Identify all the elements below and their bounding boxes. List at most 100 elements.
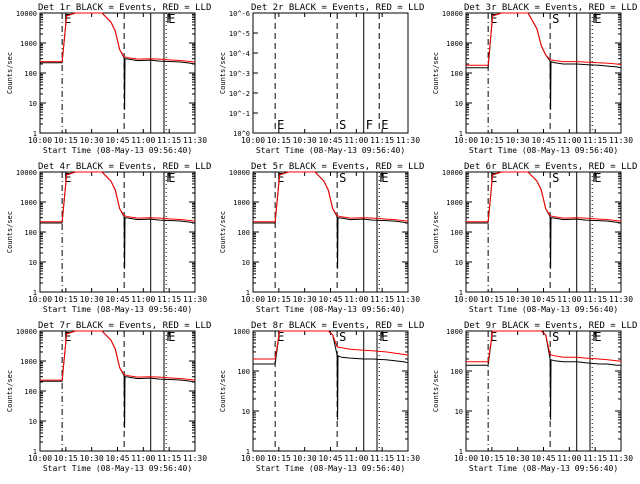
series-lld-line [466, 330, 622, 363]
x-tick-label: 11:00 [557, 136, 581, 145]
y-tick-label: 100 [237, 229, 250, 237]
y-tick-label: 100 [24, 70, 37, 78]
y-tick-label: 10000 [442, 10, 463, 18]
y-tick-label: 1 [459, 448, 463, 456]
y-axis-label: Counts/sec [432, 370, 440, 412]
x-tick-label: 11:15 [583, 454, 607, 463]
marker-label: E [168, 330, 175, 344]
y-tick-label: 10 [455, 259, 463, 267]
x-axis-label: Start Time (08-May-13 09:56:40) [469, 464, 618, 473]
x-tick-label: 11:30 [183, 454, 207, 463]
marker-label: S [339, 118, 346, 132]
x-axis-label: Start Time (08-May-13 09:56:40) [469, 146, 618, 155]
marker-label: E [490, 171, 497, 185]
x-tick-label: 10:00 [28, 136, 52, 145]
series-events-line [40, 330, 196, 428]
y-axis-label: Counts/sec [6, 52, 14, 94]
y-tick-label: 1 [33, 289, 37, 297]
y-tick-label: 10^-4 [229, 50, 250, 58]
plot-frame [39, 171, 196, 293]
x-tick-label: 10:30 [80, 136, 104, 145]
plot-frame [465, 12, 622, 134]
series-events-line [466, 330, 621, 420]
y-tick-label: 100 [450, 70, 463, 78]
x-tick-label: 10:45 [105, 295, 129, 304]
x-tick-label: 11:30 [396, 454, 420, 463]
marker-label: E [381, 171, 388, 185]
y-tick-label: 10 [29, 259, 37, 267]
x-tick-label: 10:00 [241, 295, 265, 304]
y-tick-label: 100 [24, 388, 37, 396]
x-tick-label: 11:30 [609, 295, 633, 304]
marker-label: F [379, 171, 386, 185]
y-tick-label: 1000 [446, 328, 463, 336]
marker-label: F [592, 171, 599, 185]
series-lld-line [466, 12, 622, 66]
marker-label: E [277, 118, 284, 132]
marker-label: E [64, 330, 71, 344]
x-tick-label: 10:45 [318, 454, 342, 463]
marker-label: E [277, 330, 284, 344]
x-tick-label: 10:30 [293, 136, 317, 145]
x-tick-label: 10:15 [267, 295, 291, 304]
y-tick-label: 10000 [229, 169, 250, 177]
panel-title: Det 4r BLACK = Events, RED = LLD [38, 162, 211, 172]
marker-label: S [552, 330, 559, 344]
y-tick-label: 1 [459, 289, 463, 297]
plot-frame [252, 171, 409, 293]
y-tick-label: 1000 [233, 199, 250, 207]
y-axis-label: Counts/sec [6, 370, 14, 412]
y-tick-label: 10000 [16, 169, 37, 177]
y-tick-label: 10 [242, 259, 250, 267]
plot-frame [252, 12, 409, 134]
x-tick-label: 10:00 [454, 454, 478, 463]
x-tick-label: 11:00 [131, 136, 155, 145]
series-lld-line [40, 330, 196, 381]
marker-label: E [594, 330, 601, 344]
x-tick-label: 11:00 [131, 295, 155, 304]
marker-label: F [379, 330, 386, 344]
marker-label: E [381, 118, 388, 132]
marker-label: S [552, 171, 559, 185]
panel-title: Det 5r BLACK = Events, RED = LLD [251, 162, 424, 172]
x-tick-label: 10:00 [241, 454, 265, 463]
x-tick-label: 10:00 [241, 136, 265, 145]
series-lld-line [40, 171, 196, 223]
y-tick-label: 1 [246, 448, 250, 456]
x-tick-label: 10:30 [506, 454, 530, 463]
x-tick-label: 11:30 [609, 136, 633, 145]
y-axis-label: Counts/sec [432, 52, 440, 94]
marker-label: F [166, 171, 173, 185]
y-tick-label: 10^-5 [229, 30, 250, 38]
y-tick-label: 10 [455, 408, 463, 416]
x-tick-label: 10:30 [80, 295, 104, 304]
x-tick-label: 10:45 [105, 136, 129, 145]
y-tick-label: 10^-6 [229, 10, 250, 18]
x-axis-label: Start Time (08-May-13 09:56:40) [43, 305, 192, 314]
marker-label: E [490, 12, 497, 26]
plot-frame [465, 330, 622, 452]
y-tick-label: 10 [29, 418, 37, 426]
y-tick-label: 1000 [20, 199, 37, 207]
y-tick-label: 10 [242, 408, 250, 416]
x-tick-label: 10:15 [54, 136, 78, 145]
x-tick-label: 11:30 [183, 136, 207, 145]
marker-label: E [594, 12, 601, 26]
y-tick-label: 1 [246, 289, 250, 297]
marker-label: F [166, 12, 173, 26]
x-tick-label: 11:00 [344, 295, 368, 304]
x-tick-label: 10:15 [267, 454, 291, 463]
x-tick-label: 10:45 [531, 295, 555, 304]
marker-label: S [339, 330, 346, 344]
marker-label: F [592, 12, 599, 26]
y-tick-label: 1000 [446, 199, 463, 207]
panel-title: Det 1r BLACK = Events, RED = LLD [38, 3, 211, 13]
y-tick-label: 10 [455, 100, 463, 108]
marker-label: E [168, 171, 175, 185]
marker-label: E [64, 171, 71, 185]
